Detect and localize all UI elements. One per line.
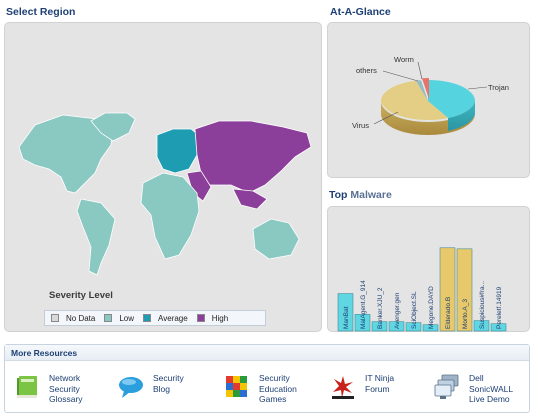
top-malware-suffix: Malware	[350, 189, 392, 201]
ninja-logo-icon	[332, 376, 354, 399]
legend-swatch	[51, 314, 59, 322]
malware-bar-label: SciObject.SL	[411, 291, 418, 329]
map-region-southeast-asia[interactable]	[232, 188, 268, 210]
malware-bar-label: Elderado.B	[445, 297, 452, 329]
speech-bubble-icon	[119, 377, 143, 398]
malware-bar-label: Avenger.gen	[394, 292, 401, 329]
top-malware-title: Top Malware	[329, 189, 392, 201]
resource-network-security-glossary[interactable]: Network Security Glossary	[13, 373, 83, 405]
pie-slice-worm	[422, 78, 429, 99]
pie-slice-virus	[381, 80, 448, 121]
resource-label: Network Security Glossary	[49, 373, 83, 404]
legend-high: High	[196, 313, 229, 323]
top-malware-panel: ManBat MalAgent.G_914 Banker.XJU_2 Avenger.…	[327, 206, 530, 332]
monitor-stack-icon	[434, 374, 459, 399]
severity-legend: No Data Low Average High	[44, 310, 266, 326]
legend-label: No Data	[66, 313, 96, 323]
resource-label: IT Ninja Forum	[365, 373, 395, 394]
pie-label-others: others	[356, 66, 377, 75]
resource-label: Security Education Games	[259, 373, 297, 404]
legend-swatch	[196, 314, 205, 322]
book-icon	[17, 376, 37, 398]
resource-security-education-games[interactable]: Security Education Games	[223, 373, 297, 405]
pie-slice-trojan	[428, 80, 475, 118]
malware-bar-label: Morto.A_3	[462, 299, 469, 329]
top-malware-bar-chart: ManBat MalAgent.G_914 Banker.XJU_2 Avenger.…	[337, 247, 507, 332]
malware-bar[interactable]	[388, 321, 405, 332]
resource-security-blog[interactable]: Security Blog	[117, 373, 184, 401]
map-region-africa[interactable]	[140, 172, 200, 260]
malware-bar[interactable]	[439, 247, 456, 332]
map-region-europe[interactable]	[156, 128, 202, 174]
resource-label: Security Blog	[153, 373, 184, 394]
legend-no-data: No Data	[51, 314, 95, 323]
select-region-title: Select Region	[6, 6, 76, 18]
pie-side-trojan	[448, 101, 475, 131]
malware-bar-label: ManBat	[343, 306, 350, 329]
malware-bar[interactable]	[490, 323, 507, 332]
legend-label: High	[211, 313, 229, 323]
malware-bar[interactable]	[371, 321, 388, 332]
severity-level-title: Severity Level	[49, 290, 113, 301]
at-a-glance-panel: Worm others Trojan Virus	[327, 22, 530, 178]
top-malware-prefix: Top	[329, 189, 348, 201]
leader-virus	[373, 111, 399, 125]
map-region-south-america[interactable]	[76, 198, 116, 276]
map-region-russia-asia[interactable]	[194, 120, 312, 194]
leader-worm	[417, 61, 423, 80]
resource-label: Dell SonicWALL Live Demo	[469, 373, 514, 404]
more-resources-panel: More Resources Network Security Glossary…	[4, 344, 530, 413]
legend-swatch	[104, 314, 113, 322]
malware-bar[interactable]	[422, 324, 439, 332]
legend-swatch	[143, 314, 152, 322]
legend-low: Low	[104, 314, 134, 323]
pie-label-trojan: Trojan	[488, 83, 509, 92]
puzzle-cube-icon	[226, 376, 247, 397]
legend-average: Average	[143, 314, 188, 323]
pie-slice-others	[416, 80, 428, 101]
legend-label: Low	[119, 313, 135, 323]
malware-bar-label: Pereletf.14919	[496, 286, 503, 329]
malware-bar-label: Suspicious#fra...	[479, 281, 486, 329]
malware-bar[interactable]	[354, 314, 371, 332]
malware-bar[interactable]	[456, 248, 473, 332]
resource-it-ninja-forum[interactable]: IT Ninja Forum	[329, 373, 394, 401]
malware-bar-label: MalAgent.G_914	[360, 280, 367, 329]
malware-bar[interactable]	[473, 320, 490, 332]
more-resources-title: More Resources	[5, 345, 529, 361]
world-map-panel: Severity Level	[4, 22, 322, 332]
map-region-australia[interactable]	[252, 218, 300, 260]
map-region-north-america[interactable]	[18, 114, 114, 194]
malware-bar-label: Banker.XJU_2	[377, 287, 384, 329]
at-a-glance-title: At-A-Glance	[330, 6, 391, 18]
malware-bar[interactable]	[405, 322, 422, 332]
pie-label-virus: Virus	[352, 121, 369, 130]
pie-label-worm: Worm	[394, 55, 414, 64]
malware-pie-chart: Worm others Trojan Virus	[352, 55, 509, 135]
world-map	[18, 112, 312, 276]
malware-bar[interactable]	[337, 293, 354, 332]
map-region-greenland[interactable]	[90, 112, 136, 142]
legend-label: Average	[158, 313, 188, 323]
resource-live-demo[interactable]: Dell SonicWALL Live Demo	[433, 373, 513, 405]
malware-bar-label: Megone.DAYD	[428, 286, 435, 329]
leader-others	[382, 70, 419, 82]
leader-trojan	[467, 86, 488, 90]
